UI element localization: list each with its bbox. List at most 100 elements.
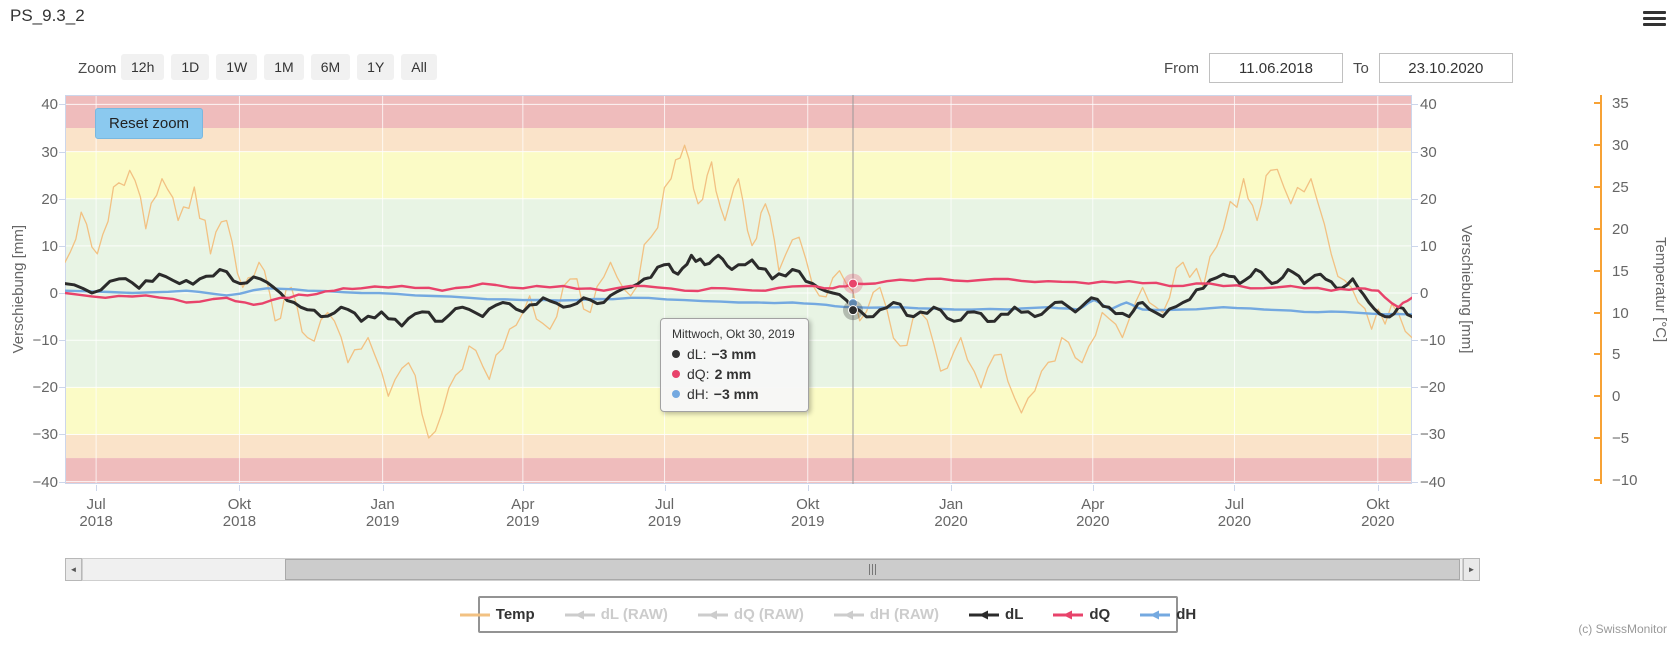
chart-legend: Temp dL (RAW) dQ (RAW) dH (RAW) dL dQ dH — [459, 596, 1196, 633]
x-axis-tick: Jul 2019 — [647, 496, 682, 530]
x-axis-tick: Jul 2018 — [79, 496, 113, 530]
dh-series-dot-icon — [672, 390, 680, 398]
axis-tick-mark — [951, 485, 953, 491]
left-axis-tick: −10 — [32, 332, 58, 350]
legend-item-dq[interactable]: dQ — [1053, 606, 1110, 623]
left-axis-tick: −20 — [32, 379, 58, 397]
axis-tick-mark — [1412, 293, 1418, 295]
zoom-preset-1w[interactable]: 1W — [216, 54, 258, 80]
axis-tick-mark — [1594, 395, 1600, 398]
axis-tick-mark — [1412, 340, 1418, 342]
axis-tick-mark — [1594, 227, 1600, 230]
left-axis-tick: 10 — [41, 237, 58, 255]
zoom-preset-1d[interactable]: 1D — [171, 54, 210, 80]
legend-item-dh-raw-[interactable]: dH (RAW) — [833, 606, 940, 623]
zoom-preset-1m[interactable]: 1M — [264, 54, 304, 80]
legend-series-swatch-icon — [1140, 610, 1171, 619]
temperature-axis-tick: 20 — [1612, 220, 1629, 238]
axis-tick-mark — [1412, 387, 1418, 389]
dq-series-dot-icon — [672, 370, 680, 378]
axis-tick-mark — [807, 485, 809, 491]
hamburger-menu-icon[interactable] — [1643, 11, 1666, 27]
series-Temp — [64, 144, 1413, 439]
left-axis-tick: 40 — [41, 96, 58, 114]
axis-tick-mark — [59, 340, 65, 342]
temperature-axis-tick: 5 — [1612, 346, 1621, 364]
series-dL — [63, 253, 1414, 328]
axis-tick-mark — [382, 485, 384, 491]
scrollbar-right-arrow[interactable]: ► — [1463, 558, 1480, 581]
chart-tooltip: Mittwoch, Okt 30, 2019 dL: −3 mm dQ: 2 m… — [660, 318, 809, 412]
left-axis-tick: −40 — [32, 473, 58, 491]
temperature-axis-tick: −10 — [1612, 471, 1638, 489]
tooltip-row-dh: dH: −3 mm — [672, 386, 795, 402]
axis-tick-mark — [1594, 186, 1600, 189]
reset-zoom-button[interactable]: Reset zoom — [95, 108, 204, 139]
axis-tick-mark — [239, 485, 241, 491]
legend-item-dq-raw-[interactable]: dQ (RAW) — [697, 606, 804, 623]
right-axis-tick: −40 — [1420, 473, 1446, 491]
legend-item-label: dH (RAW) — [869, 606, 940, 623]
zoom-preset-1y[interactable]: 1Y — [357, 54, 395, 80]
left-axis-tick: 30 — [41, 143, 58, 161]
zoom-preset-12h[interactable]: 12h — [121, 54, 165, 80]
scrollbar-left-arrow[interactable]: ◄ — [65, 558, 82, 581]
legend-item-dl-raw-[interactable]: dL (RAW) — [564, 606, 668, 623]
axis-tick-mark — [59, 387, 65, 389]
plot-band — [65, 434, 1412, 459]
legend-item-dh[interactable]: dH — [1140, 606, 1196, 623]
to-label: To — [1353, 59, 1369, 77]
axis-tick-mark — [59, 293, 65, 295]
axis-tick-mark — [59, 151, 65, 153]
axis-tick-mark — [1092, 485, 1094, 491]
x-axis-tick: Jan 2020 — [934, 496, 968, 530]
axis-tick-mark — [1412, 434, 1418, 436]
legend-series-swatch-icon — [564, 610, 595, 619]
left-axis-tick: 0 — [49, 285, 58, 303]
legend-item-label: dH — [1176, 606, 1197, 623]
scrollbar-track[interactable] — [82, 558, 1463, 581]
plot-band — [65, 95, 1412, 129]
temperature-axis-tick: 0 — [1612, 388, 1621, 406]
plot-band — [65, 151, 1412, 199]
axis-tick-mark — [59, 481, 65, 483]
axis-tick-mark — [59, 245, 65, 247]
legend-item-temp[interactable]: Temp — [459, 606, 535, 623]
zoom-preset-all[interactable]: All — [401, 54, 437, 80]
axis-tick-mark — [1600, 95, 1602, 484]
axis-tick-mark — [59, 198, 65, 200]
marker-dQ — [847, 278, 858, 289]
temperature-axis-title: Temperatur [°C] — [1652, 236, 1669, 343]
to-date-input[interactable] — [1378, 53, 1513, 83]
right-axis-title: Verschiebung [mm] — [1458, 225, 1475, 354]
scrollbar-thumb[interactable] — [285, 559, 1460, 580]
axis-tick-mark — [1594, 311, 1600, 314]
tooltip-date: Mittwoch, Okt 30, 2019 — [672, 327, 795, 341]
axis-tick-mark — [1412, 481, 1418, 483]
axis-tick-mark — [59, 104, 65, 106]
axis-tick-mark — [96, 485, 98, 491]
legend-series-swatch-icon — [1053, 610, 1084, 619]
right-axis-tick: −10 — [1420, 332, 1446, 350]
legend-series-swatch-icon — [833, 610, 864, 619]
legend-item-dl[interactable]: dL — [969, 606, 1023, 623]
zoom-presets: 12h 1D 1W 1M 6M 1Y All — [121, 54, 437, 80]
x-axis-tick: Okt 2018 — [222, 496, 257, 530]
zoom-preset-6m[interactable]: 6M — [310, 54, 351, 80]
axis-tick-mark — [1377, 485, 1379, 491]
axis-tick-mark — [1594, 353, 1600, 356]
right-axis-tick: −20 — [1420, 379, 1446, 397]
axis-tick-mark — [1594, 436, 1600, 439]
tooltip-row-dq: dQ: 2 mm — [672, 366, 795, 382]
from-date-input[interactable] — [1209, 53, 1343, 83]
page-title: PS_9.3_2 — [10, 6, 85, 25]
temperature-axis-tick: −5 — [1612, 429, 1630, 447]
x-axis-tick: Okt 2019 — [791, 496, 825, 530]
x-axis-tick: Apr 2020 — [1076, 496, 1110, 530]
right-axis-tick: 0 — [1420, 285, 1429, 303]
axis-tick-mark — [1412, 151, 1418, 153]
chart-plot-area[interactable] — [63, 95, 1414, 484]
axis-tick-mark — [664, 485, 666, 491]
legend-item-label: dQ — [1089, 606, 1111, 623]
